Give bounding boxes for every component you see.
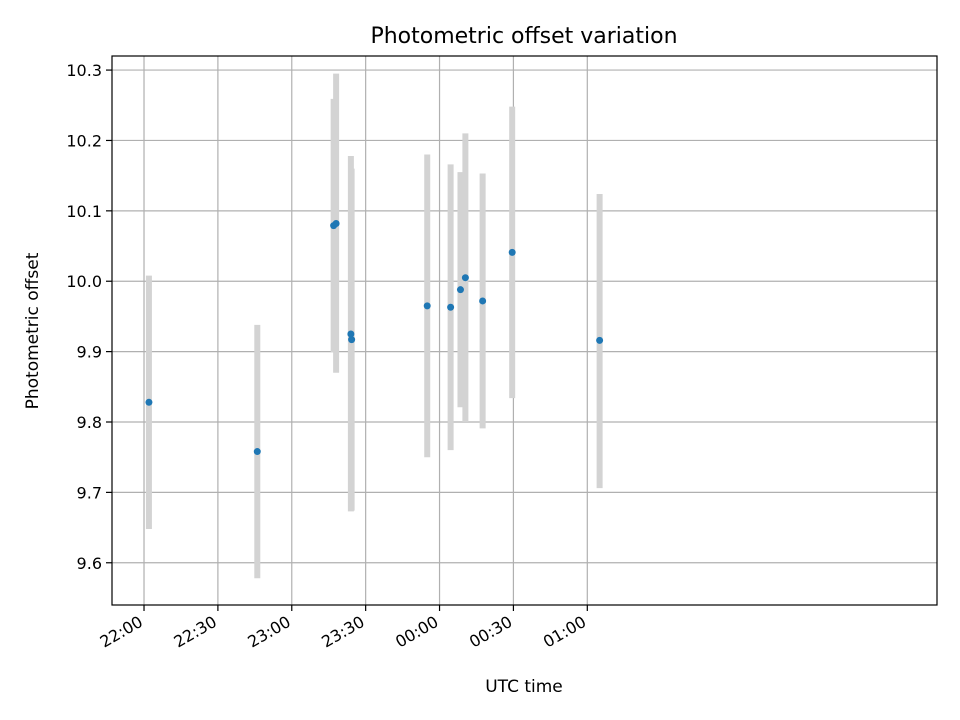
- y-axis-ticks: 9.6 9.7 9.8 9.9 10.0 10.1 10.2 10.3: [66, 61, 112, 573]
- y-tick-label: 9.8: [77, 413, 102, 432]
- data-point: [479, 297, 487, 305]
- y-tick-label: 10.3: [66, 61, 102, 80]
- y-tick-label: 10.2: [66, 131, 102, 150]
- data-point: [347, 330, 355, 338]
- grid: [112, 56, 937, 605]
- data-point: [461, 274, 469, 282]
- y-tick-label: 10.1: [66, 202, 102, 221]
- data-point: [596, 336, 604, 344]
- y-tick-label: 9.6: [77, 554, 102, 573]
- x-axis-label: UTC time: [485, 677, 563, 697]
- chart-title: Photometric offset variation: [370, 24, 677, 49]
- data-point: [423, 302, 431, 310]
- y-tick-label: 9.7: [77, 483, 102, 502]
- data-point: [145, 398, 153, 406]
- data-point: [447, 303, 455, 311]
- plot-frame: [111, 55, 938, 606]
- data-point: [348, 336, 356, 344]
- data-point: [456, 286, 464, 294]
- data-point: [253, 448, 261, 456]
- y-axis-label: Photometric offset: [23, 252, 43, 409]
- data-point: [332, 220, 340, 228]
- data-points: [145, 220, 604, 456]
- y-tick-label: 9.9: [77, 343, 102, 362]
- data-point: [508, 248, 516, 256]
- y-tick-label: 10.0: [66, 272, 102, 291]
